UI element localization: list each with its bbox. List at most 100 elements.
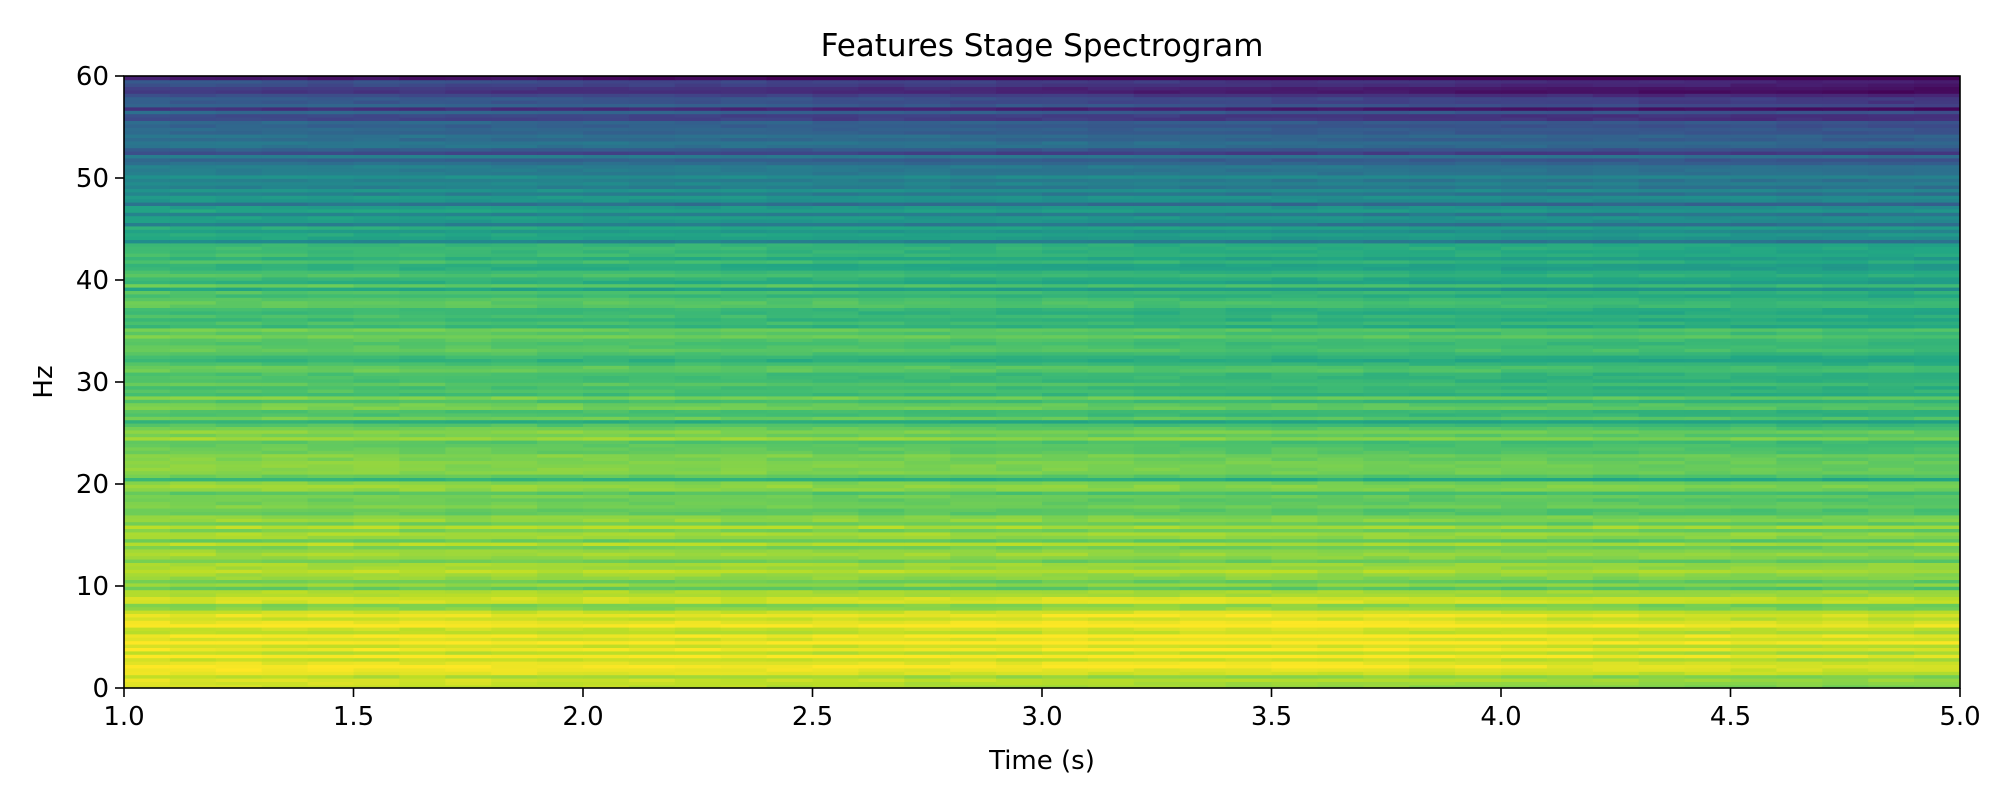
heatmap-cell xyxy=(261,463,309,468)
heatmap-cell xyxy=(1730,667,1778,672)
heatmap-cell xyxy=(1225,337,1273,342)
heatmap-cell xyxy=(904,664,951,669)
heatmap-cell xyxy=(215,484,263,489)
heatmap-cell xyxy=(353,334,401,339)
heatmap-cell xyxy=(628,439,676,444)
heatmap-cell xyxy=(720,626,768,631)
heatmap-cell xyxy=(215,375,263,380)
heatmap-cell xyxy=(353,548,401,553)
heatmap-cell xyxy=(1179,337,1227,342)
heatmap-cell xyxy=(674,388,722,393)
heatmap-cell xyxy=(537,266,584,271)
heatmap-cell xyxy=(904,426,951,431)
heatmap-cell xyxy=(904,416,951,421)
heatmap-cell xyxy=(674,419,722,424)
heatmap-cell xyxy=(537,331,584,336)
heatmap-cell xyxy=(399,286,447,291)
heatmap-cell xyxy=(1363,511,1410,516)
heatmap-cell xyxy=(904,317,951,322)
heatmap-cell xyxy=(1271,395,1319,400)
heatmap-cell xyxy=(1501,535,1548,540)
heatmap-cell xyxy=(353,446,401,451)
heatmap-cell xyxy=(858,606,906,611)
heatmap-cell xyxy=(674,528,722,533)
heatmap-cell xyxy=(996,504,1043,509)
heatmap-cell xyxy=(1271,562,1319,567)
heatmap-cell xyxy=(445,439,492,444)
heatmap-cell xyxy=(399,307,447,312)
heatmap-cell xyxy=(1501,589,1548,594)
heatmap-cell xyxy=(1133,405,1181,410)
heatmap-cell xyxy=(1363,263,1410,268)
heatmap-cell xyxy=(812,603,860,608)
heatmap-cell xyxy=(1501,613,1548,618)
heatmap-cell xyxy=(1638,463,1686,468)
heatmap-cell xyxy=(1501,677,1548,682)
heatmap-cell xyxy=(1363,684,1410,688)
heatmap-cell xyxy=(399,484,447,489)
heatmap-cell xyxy=(1776,541,1824,546)
heatmap-cell xyxy=(1501,344,1548,349)
heatmap-cell xyxy=(812,633,860,638)
heatmap-cell xyxy=(628,592,676,597)
heatmap-cell xyxy=(307,582,355,587)
heatmap-cell xyxy=(1776,307,1824,312)
heatmap-cell xyxy=(1179,531,1227,536)
heatmap-cell xyxy=(169,426,217,431)
heatmap-cell xyxy=(1501,487,1548,492)
heatmap-cell xyxy=(491,456,538,461)
heatmap-cell xyxy=(1133,392,1181,397)
heatmap-cell xyxy=(1042,382,1089,387)
heatmap-cell xyxy=(628,664,676,669)
heatmap-cell xyxy=(1592,303,1640,308)
heatmap-cell xyxy=(1868,613,1915,618)
heatmap-cell xyxy=(1914,660,1960,665)
heatmap-cell xyxy=(537,582,584,587)
heatmap-cell xyxy=(1638,280,1686,285)
heatmap-cell xyxy=(1087,388,1135,393)
heatmap-cell xyxy=(1225,538,1273,543)
heatmap-cell xyxy=(1684,647,1732,652)
heatmap-cell xyxy=(1822,630,1869,635)
heatmap-cell xyxy=(858,422,906,427)
heatmap-cell xyxy=(353,450,401,455)
heatmap-cell xyxy=(537,606,584,611)
heatmap-cell xyxy=(583,606,630,611)
heatmap-cell xyxy=(1822,552,1869,557)
heatmap-cell xyxy=(1133,300,1181,305)
heatmap-cell xyxy=(1133,487,1181,492)
heatmap-cell xyxy=(491,453,538,458)
heatmap-cell xyxy=(674,460,722,465)
heatmap-cell xyxy=(996,630,1043,635)
heatmap-cell xyxy=(1317,671,1365,676)
heatmap-cell xyxy=(491,569,538,574)
heatmap-cell xyxy=(858,334,906,339)
heatmap-cell xyxy=(904,388,951,393)
heatmap-cell xyxy=(1638,521,1686,526)
heatmap-cell xyxy=(1409,654,1456,659)
heatmap-cell xyxy=(215,565,263,570)
heatmap-cell xyxy=(1638,354,1686,359)
heatmap-cell xyxy=(537,511,584,516)
heatmap-cell xyxy=(399,548,447,553)
heatmap-cell xyxy=(1776,647,1824,652)
heatmap-cell xyxy=(1868,490,1915,495)
heatmap-cell xyxy=(628,392,676,397)
heatmap-cell xyxy=(445,596,492,601)
heatmap-cell xyxy=(215,297,263,302)
heatmap-cell xyxy=(353,599,401,604)
heatmap-cell xyxy=(766,504,814,509)
heatmap-cell xyxy=(445,490,492,495)
heatmap-cell xyxy=(720,555,768,560)
heatmap-cell xyxy=(1133,613,1181,618)
heatmap-cell xyxy=(1133,623,1181,628)
heatmap-cell xyxy=(1638,443,1686,448)
heatmap-cell xyxy=(583,528,630,533)
heatmap-cell xyxy=(1271,320,1319,325)
heatmap-cell xyxy=(1914,535,1960,540)
heatmap-cell xyxy=(1730,399,1778,404)
heatmap-cell xyxy=(537,273,584,278)
heatmap-cell xyxy=(1271,497,1319,502)
heatmap-cell xyxy=(1455,354,1502,359)
heatmap-cell xyxy=(720,501,768,506)
